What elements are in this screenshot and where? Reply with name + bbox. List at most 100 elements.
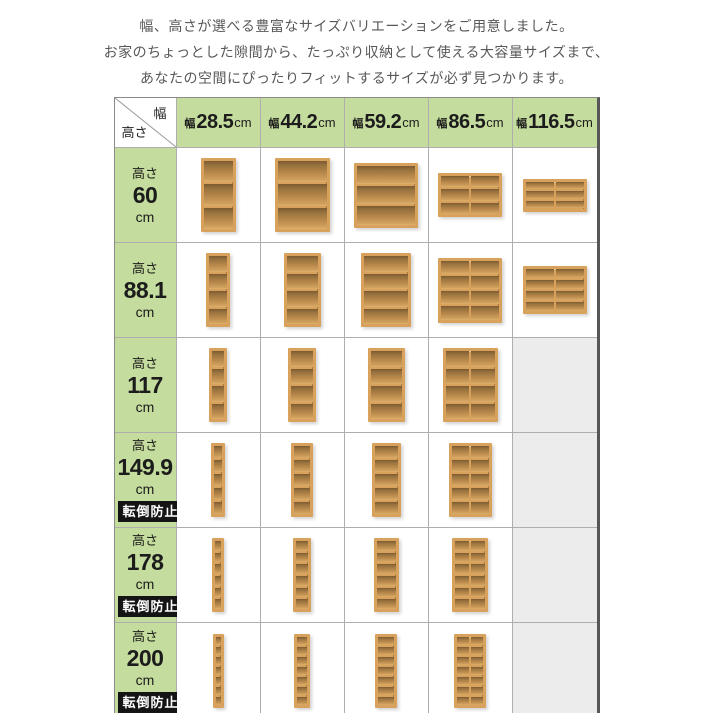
shelf-compartment [525,302,554,311]
shelf-compartment [297,656,307,665]
size-cell-empty [512,433,597,528]
shelf-compartment [471,403,495,419]
height-prefix-label: 高さ [131,533,158,548]
shelf-compartment [296,552,308,563]
shelf-compartment [471,306,499,320]
height-value: 60 [132,181,158,208]
shelf-compartment [374,488,398,500]
shelf-compartment [214,502,222,514]
shelf-compartment [357,185,415,205]
bookshelf-illustration [211,443,225,517]
shelf-compartment [291,351,313,367]
size-cell [260,433,345,528]
bookshelf-illustration [373,538,399,612]
shelf-compartment [471,189,499,201]
shelf-compartment [203,161,233,183]
shelf-compartment [455,541,469,551]
size-cell [176,623,261,713]
shelf-compartment [286,256,318,272]
shelf-compartment [209,273,227,289]
shelf-compartment [471,446,489,458]
shelf-compartment [441,176,469,188]
width-unit-label: cm [318,115,336,130]
shelf-compartment [471,541,485,551]
shelf-compartment [374,460,398,472]
shelf-compartment [457,666,469,675]
shelf-compartment [471,576,485,586]
bookshelf-illustration [438,257,502,323]
shelf-compartment [441,260,469,274]
shelf-compartment [203,207,233,229]
shelf-compartment [378,666,394,675]
size-cell [428,623,513,713]
size-cell [512,243,597,338]
column-header-width-44.2: 幅 44.2 cm [260,98,345,148]
width-prefix-label: 幅 [352,117,364,130]
size-cell [260,243,345,338]
row-header-height-60: 高さ 60 cm [114,148,177,243]
size-cell [428,148,513,243]
shelf-compartment [203,184,233,206]
shelf-compartment [471,488,489,500]
width-prefix-label: 幅 [268,117,280,130]
height-axis-label: 高さ [121,125,148,140]
height-prefix-label: 高さ [131,438,158,453]
shelf-compartment [471,291,499,305]
shelf-compartment [297,686,307,695]
width-value: 59.2 [364,111,402,133]
shelf-compartment [525,181,554,190]
bookshelf-illustration [288,348,316,422]
shelf-compartment [286,308,318,324]
bookshelf-illustration [361,253,411,327]
shelf-compartment [445,403,469,419]
row-header-height-88.1: 高さ 88.1 cm [114,243,177,338]
height-prefix-label: 高さ [131,165,158,181]
shelf-compartment [215,676,221,685]
size-cell [176,528,261,623]
shelf-compartment [296,587,308,598]
size-cell [176,433,261,528]
bookshelf-illustration [212,538,224,612]
shelf-compartment [296,564,308,574]
bookshelf-illustration [291,443,313,517]
size-cell-empty [512,528,597,623]
shelf-compartment [555,302,584,311]
shelf-compartment [376,587,396,598]
shelf-compartment [455,599,469,609]
shelf-compartment [214,474,222,486]
size-cell [176,148,261,243]
anti-tip-badge: 転倒防止 [117,596,184,617]
shelf-compartment [294,502,310,514]
shelf-compartment [525,280,554,289]
shelf-compartment [555,191,584,199]
size-cell-empty [512,623,597,713]
shelf-compartment [525,200,554,209]
size-cell [428,243,513,338]
shelf-compartment [378,676,394,685]
shelf-compartment [376,599,396,609]
shelf-compartment [370,351,402,367]
height-unit-label: cm [135,576,155,592]
shelf-compartment [209,308,227,324]
shelf-compartment [455,564,469,574]
height-value: 200 [126,644,164,671]
size-cell [344,148,429,243]
shelf-compartment [374,474,398,486]
shelf-compartment [215,599,221,609]
bookshelf-illustration [283,253,321,327]
height-unit-label: cm [135,208,155,225]
shelf-compartment [212,386,224,402]
shelf-compartment [445,368,469,384]
shelf-compartment [378,696,394,705]
corner-cell: 幅 高さ [114,98,177,148]
shelf-compartment [525,291,554,300]
shelf-compartment [471,460,489,472]
shelf-compartment [374,446,398,458]
row-header-height-149.9: 高さ 149.9 cm 転倒防止 [114,433,184,528]
size-cell [260,623,345,713]
size-cell [260,528,345,623]
size-cell [344,243,429,338]
bookshelf-illustration [212,633,224,708]
size-cell [512,148,597,243]
shelf-compartment [215,636,221,645]
